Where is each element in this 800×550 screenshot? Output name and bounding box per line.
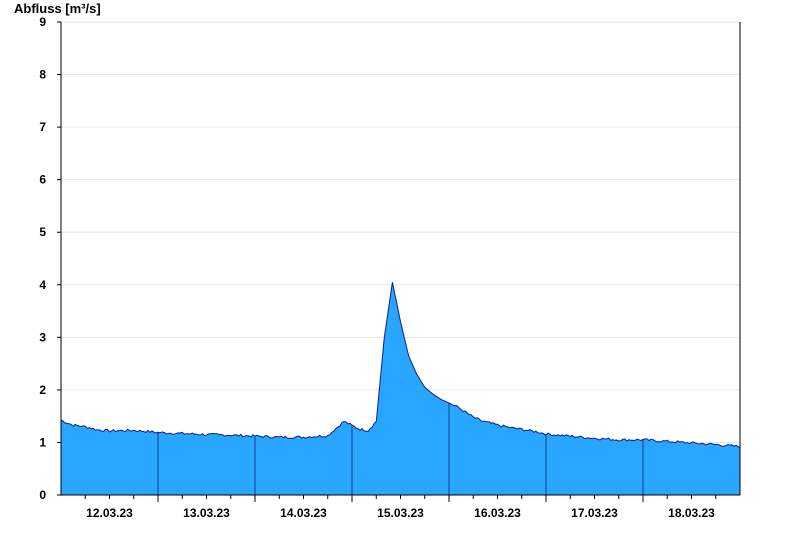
x-tick-label: 12.03.23 — [86, 506, 133, 520]
y-tick-label: 0 — [39, 488, 46, 502]
y-tick-label: 4 — [39, 278, 46, 292]
x-tick-label: 16.03.23 — [474, 506, 521, 520]
discharge-area — [61, 282, 740, 495]
x-tick-label: 14.03.23 — [280, 506, 327, 520]
grid-lines — [61, 21, 740, 443]
x-tick-label: 13.03.23 — [183, 506, 230, 520]
y-tick-label: 1 — [39, 435, 46, 449]
x-tick-labels: 12.03.23 13.03.23 14.03.23 15.03.23 16.03.23… — [86, 506, 715, 520]
series-area — [60, 282, 741, 495]
y-tick-label: 7 — [39, 120, 46, 134]
y-tick-labels: 0 1 2 3 4 5 6 7 8 9 — [39, 15, 46, 502]
x-tick-label: 15.03.23 — [377, 506, 424, 520]
discharge-line — [60, 282, 741, 449]
y-tick-label: 2 — [39, 383, 46, 397]
day-boundary-lines — [157, 403, 644, 495]
y-tick-label: 6 — [39, 173, 46, 187]
y-tick-label: 8 — [39, 68, 46, 82]
y-tick-label: 9 — [39, 15, 46, 29]
x-tick-label: 17.03.23 — [571, 506, 618, 520]
y-axis-title: Abfluss [m³/s] — [14, 1, 101, 16]
y-tick-label: 5 — [39, 225, 46, 239]
axes — [57, 21, 741, 502]
x-tick-label: 18.03.23 — [668, 506, 715, 520]
y-tick-label: 3 — [39, 330, 46, 344]
